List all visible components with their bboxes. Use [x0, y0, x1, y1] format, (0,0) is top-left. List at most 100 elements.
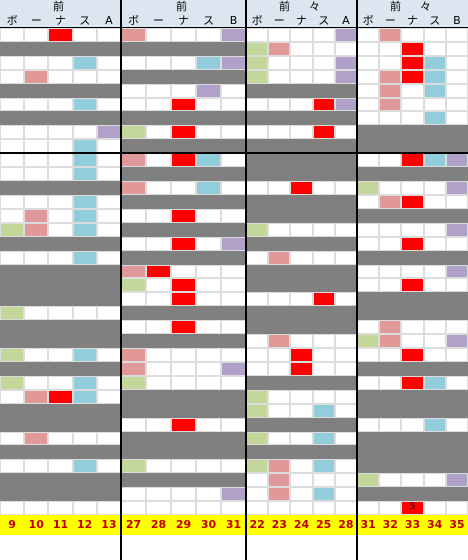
cell: [121, 487, 146, 502]
cell: [171, 153, 196, 168]
cell: [357, 83, 380, 98]
cell: [379, 501, 402, 515]
gray-row: [0, 278, 121, 293]
cell: [0, 431, 25, 446]
cell: [48, 167, 73, 182]
header-title: 前 々: [357, 0, 468, 14]
cell: [0, 125, 25, 140]
cell: [0, 167, 25, 182]
cell: [24, 69, 49, 84]
cell: [196, 487, 221, 502]
cell: [121, 501, 146, 515]
gray-row: [0, 487, 121, 502]
cell: [423, 473, 446, 488]
cell: [268, 250, 291, 265]
cell: [221, 264, 246, 279]
cell: [268, 292, 291, 307]
cell: [72, 153, 97, 168]
cell: [312, 292, 335, 307]
cell: [290, 97, 313, 112]
cell: [48, 139, 73, 154]
footer-number: 24: [290, 515, 313, 535]
cell: [48, 375, 73, 390]
cell: [24, 501, 49, 515]
cell: [445, 181, 468, 195]
gray-row: [121, 41, 246, 57]
cell: [312, 69, 335, 84]
cell: [24, 250, 49, 265]
gray-row: [246, 111, 357, 126]
cell: [357, 236, 380, 251]
cell: [401, 501, 424, 515]
header-label: ナ: [171, 14, 196, 28]
cell: [72, 348, 97, 362]
cell: [96, 208, 121, 223]
gray-row: [357, 431, 468, 446]
gray-row: [357, 208, 468, 224]
cell: [246, 181, 269, 195]
cell: [445, 278, 468, 293]
cell: [445, 320, 468, 335]
cell: [290, 403, 313, 418]
cell: [246, 473, 269, 488]
cell: [196, 97, 221, 112]
cell: [121, 320, 146, 335]
cell: [334, 181, 357, 195]
cell: [24, 306, 49, 321]
gray-row: [121, 445, 246, 460]
cell: [334, 28, 357, 42]
cell: [401, 348, 424, 362]
cell: [423, 69, 446, 84]
gray-row: [246, 278, 357, 293]
cell: [423, 375, 446, 390]
footer-number: 13: [96, 515, 121, 535]
cell: [379, 111, 402, 126]
header-label: ナ: [48, 14, 73, 28]
cell: [401, 28, 424, 42]
cell: [221, 487, 246, 502]
gray-row: [121, 389, 246, 405]
cell: [24, 459, 49, 474]
cell: [290, 348, 313, 362]
cell: [290, 431, 313, 446]
cell: [196, 348, 221, 362]
cell: [357, 375, 380, 390]
cell: [0, 501, 25, 515]
cell: [146, 208, 171, 223]
cell: [246, 501, 269, 515]
gray-row: [121, 431, 246, 446]
cell: [246, 389, 269, 404]
header-label: A: [96, 14, 121, 28]
cell: [146, 292, 171, 307]
cell: [401, 181, 424, 195]
cell: [24, 153, 49, 168]
cell: [96, 389, 121, 404]
cell: [246, 334, 269, 349]
cell: [445, 236, 468, 251]
cell: [221, 348, 246, 362]
cell: [312, 473, 335, 488]
cell: [96, 97, 121, 112]
cell: [121, 83, 146, 98]
gray-row: [121, 403, 246, 419]
gray-row: [357, 167, 468, 182]
cell: [171, 459, 196, 474]
header-title: 前 々: [246, 0, 357, 14]
cell: [48, 194, 73, 209]
cell: [401, 194, 424, 209]
cell: [121, 264, 146, 279]
cell: [96, 167, 121, 182]
cell: [96, 69, 121, 84]
cell: [379, 41, 402, 56]
cell: [0, 69, 25, 84]
cell: [0, 222, 25, 237]
cell: [445, 111, 468, 126]
marker: 5: [409, 502, 416, 513]
gray-row: [0, 264, 121, 279]
cell: [357, 41, 380, 56]
cell: [171, 264, 196, 279]
header-label: ボ: [246, 14, 269, 28]
header-label: ボ: [357, 14, 380, 28]
cell: [72, 69, 97, 84]
cell: [24, 208, 49, 223]
